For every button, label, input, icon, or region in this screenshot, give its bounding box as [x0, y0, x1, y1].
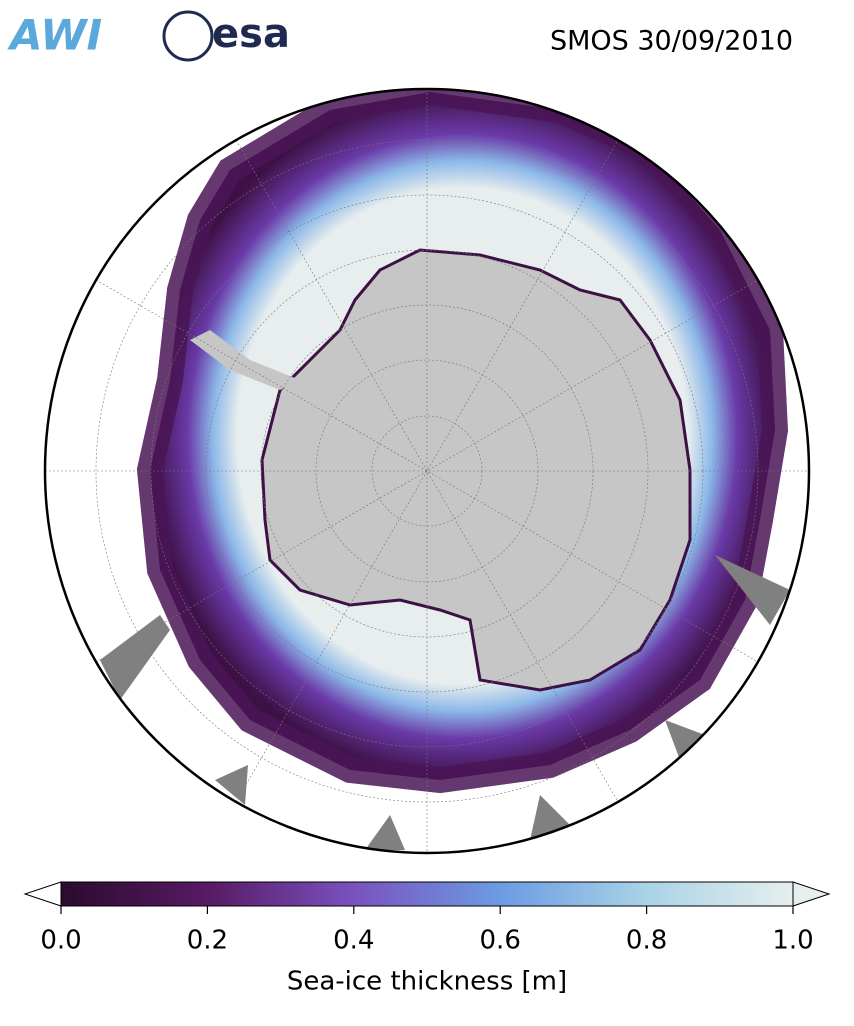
- colorbar-extend-min: [23, 881, 62, 907]
- peninsula: [190, 330, 300, 390]
- colorbar-tick-label: 0.4: [333, 926, 374, 956]
- title: SMOS 30/09/2010: [550, 26, 793, 57]
- colorbar: [23, 881, 831, 914]
- colorbar-tick-label: 0.8: [626, 926, 667, 956]
- colorbar-tick-label: 0.6: [480, 926, 521, 956]
- colorbar-tick-label: 0.0: [40, 926, 81, 956]
- awi-logo: AWI: [7, 11, 102, 60]
- esa-logo: esa: [212, 11, 290, 57]
- colorbar-label: Sea-ice thickness [m]: [287, 967, 567, 997]
- data-gaps: [100, 555, 790, 850]
- colorbar-tick-label: 1.0: [772, 926, 813, 956]
- colorbar-ramp: [60, 881, 794, 907]
- esa-emblem: [162, 10, 214, 62]
- graticule: [45, 89, 809, 853]
- map: [45, 89, 809, 853]
- colorbar-extend-max: [792, 881, 831, 907]
- colorbar-tick-label: 0.2: [187, 926, 228, 956]
- map-boundary: [43, 87, 811, 855]
